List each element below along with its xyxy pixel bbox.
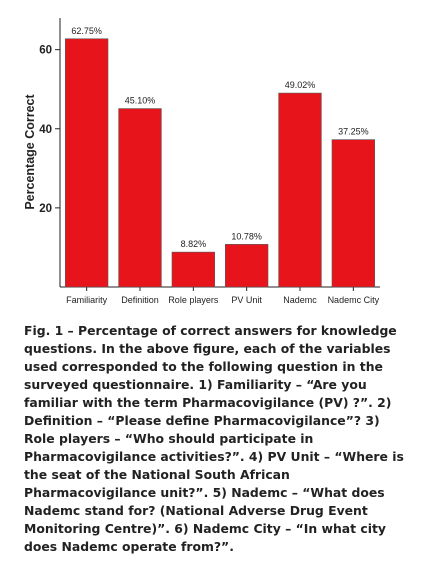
bar <box>171 251 215 288</box>
data-labels: 62.75% 45.10% 8.82% 10.78% 49.02% 37.25% <box>71 26 368 249</box>
y-axis-label: Percentage Correct <box>23 94 37 210</box>
data-label: 49.02% <box>285 80 316 90</box>
bar-chart: Percentage Correct 20 40 60 Familiarity Def… <box>23 18 380 305</box>
x-tick-label: Nademc City <box>328 295 380 305</box>
x-tick-label: Role players <box>168 295 219 305</box>
x-tick-label: Familiarity <box>66 295 108 305</box>
bar <box>278 92 322 288</box>
figure-caption: Fig. 1 – Percentage of correct answers f… <box>24 323 404 554</box>
data-label: 37.25% <box>338 127 369 137</box>
data-label: 45.10% <box>125 96 156 106</box>
x-tick-label: Nademc <box>283 295 317 305</box>
x-tick-label: PV Unit <box>231 295 262 305</box>
bar <box>118 108 162 288</box>
y-tick-label: 60 <box>39 45 52 57</box>
data-label: 62.75% <box>71 26 102 36</box>
data-label: 10.78% <box>231 231 262 241</box>
y-tick-label: 20 <box>39 203 52 215</box>
bar <box>225 244 269 288</box>
bars <box>65 38 375 288</box>
y-axis: 20 40 60 <box>39 18 61 287</box>
x-axis: Familiarity Definition Role players PV Unit… <box>60 286 380 305</box>
bar <box>331 139 375 288</box>
x-tick-label: Definition <box>121 295 159 305</box>
bar <box>65 38 109 288</box>
data-label: 8.82% <box>181 239 207 249</box>
y-tick-label: 40 <box>39 124 52 136</box>
